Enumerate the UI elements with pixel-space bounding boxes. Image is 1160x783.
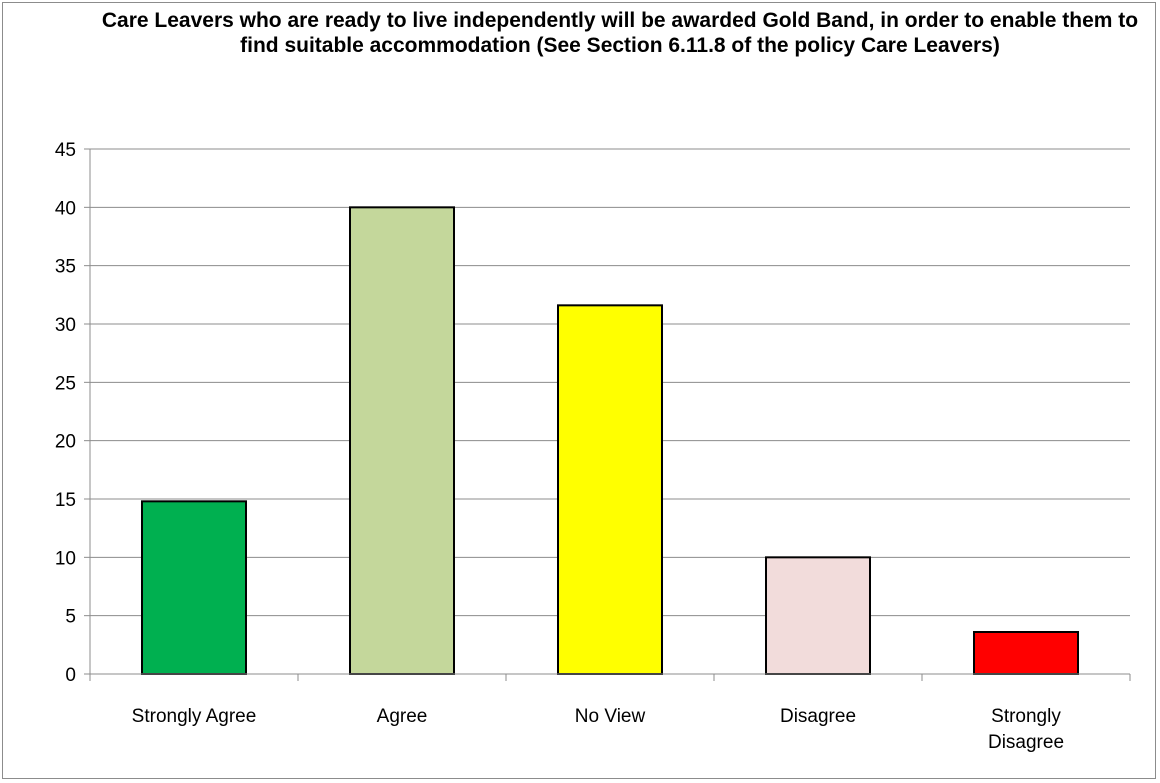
y-tick-label: 10 xyxy=(55,548,76,569)
chart-title: Care Leavers who are ready to live indep… xyxy=(101,9,1139,57)
y-tick-label: 35 xyxy=(55,257,76,278)
y-tick-label: 20 xyxy=(55,432,76,453)
x-tick-label: Strongly xyxy=(991,706,1061,727)
x-tick-label: Disagree xyxy=(780,706,856,727)
bar xyxy=(973,631,1079,675)
bar xyxy=(141,500,247,676)
axes xyxy=(84,148,1131,681)
bars xyxy=(141,206,1079,676)
bar xyxy=(557,304,663,675)
y-tick-label: 15 xyxy=(55,490,76,511)
y-tick-label: 45 xyxy=(55,140,76,161)
y-tick-label: 30 xyxy=(55,315,76,336)
y-tick-label: 0 xyxy=(65,665,76,686)
x-tick-label: No View xyxy=(575,706,646,727)
y-tick-label: 40 xyxy=(55,198,76,219)
axis-labels: 0 5 10 15 20 25 30 35 40 45 Strongly Agree Agree No … xyxy=(55,140,1064,753)
y-tick-label: 25 xyxy=(55,373,76,394)
x-tick-label: Strongly Agree xyxy=(132,706,257,727)
bar xyxy=(765,556,871,675)
bar xyxy=(349,206,455,675)
x-tick-label: Disagree xyxy=(988,732,1064,753)
x-tick-label: Agree xyxy=(377,706,428,727)
y-tick-label: 5 xyxy=(65,607,76,628)
